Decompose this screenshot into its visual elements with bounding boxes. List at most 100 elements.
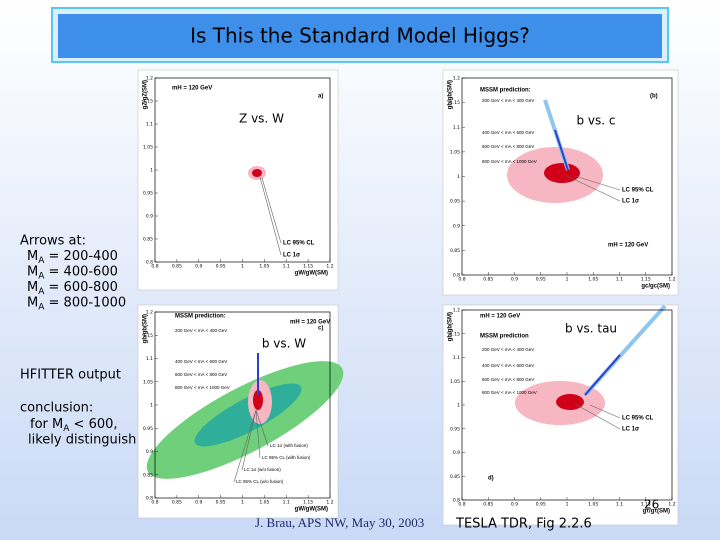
plot-annotation: 400 GeV < mA < 600 GeV bbox=[482, 363, 534, 368]
x-tick-label: 1.15 bbox=[303, 500, 313, 506]
arrows-heading: Arrows at: bbox=[20, 234, 86, 249]
x-tick-label: 0.8 bbox=[151, 500, 158, 506]
plot-annotation: 400 GeV < mA < 600 GeV bbox=[482, 130, 534, 135]
confidence-core bbox=[556, 394, 584, 410]
x-tick-label: 1.2 bbox=[668, 502, 675, 508]
x-tick-label: 1.2 bbox=[668, 277, 675, 283]
panel-label: d) bbox=[488, 476, 494, 482]
y-tick-label: 0.9 bbox=[146, 214, 153, 220]
x-tick-label: 0.9 bbox=[511, 277, 518, 283]
plot-annotation: mH = 120 GeV bbox=[480, 314, 520, 320]
pointer bbox=[259, 176, 282, 256]
y-axis-label: gZ/gZ(SM) bbox=[143, 80, 149, 109]
y-tick-label: 1.15 bbox=[450, 100, 460, 106]
y-tick-label: 1.05 bbox=[143, 145, 153, 151]
callout-label: b vs. tau bbox=[565, 322, 617, 336]
y-tick-label: 0.85 bbox=[143, 237, 153, 243]
pointer bbox=[574, 175, 621, 191]
x-tick-label: 0.8 bbox=[458, 502, 465, 508]
plot: 0.8 0.85 0.9 0.95 1 1.05 1.1 1.15 1.2 1.2 1.15 1.1 1… bbox=[137, 69, 339, 291]
callout-label: b vs. W bbox=[262, 337, 306, 351]
y-tick-label: 1.15 bbox=[143, 333, 153, 339]
arrow-mass-range: MA = 200-400 bbox=[27, 249, 118, 266]
y-tick-label: 0.95 bbox=[450, 426, 460, 432]
plot-annotation: LC 1σ bbox=[622, 427, 639, 433]
x-tick-label: 1.15 bbox=[303, 264, 313, 270]
plot-annotation: MSSM prediction bbox=[480, 334, 529, 340]
x-tick-label: 0.95 bbox=[216, 500, 226, 506]
plot-annotation: LC 95% CL bbox=[283, 241, 315, 247]
x-axis-label: gW/gW(SM) bbox=[295, 507, 328, 513]
y-tick-label: 1.05 bbox=[450, 379, 460, 385]
x-tick-label: 0.85 bbox=[172, 264, 182, 270]
x-tick-label: 1.1 bbox=[283, 264, 290, 270]
arrow-mass-range: MA = 400-600 bbox=[27, 264, 118, 281]
text-main: for M bbox=[30, 417, 63, 432]
x-axis-label: gc/gc(SM) bbox=[641, 284, 670, 290]
x-tick-label: 0.85 bbox=[483, 277, 493, 283]
callout-box bbox=[233, 108, 290, 128]
y-tick-label: 1.2 bbox=[453, 76, 460, 82]
plot-annotation: 800 GeV < mA < 1000 GeV bbox=[482, 159, 537, 164]
x-tick-label: 1.15 bbox=[641, 502, 651, 508]
plot-annotation: LC 1σ (with fusion) bbox=[270, 443, 308, 448]
x-tick-label: 1 bbox=[566, 502, 569, 508]
y-axis-label: gb/gb(SM) bbox=[143, 314, 149, 343]
plot: 0.8 0.85 0.9 0.95 1 1.05 1.1 1.15 1.2 1.2 1.15 1.1 1… bbox=[137, 304, 344, 519]
confidence-core bbox=[544, 163, 580, 183]
plot-annotation: 200 GeV < mA < 400 GeV bbox=[482, 98, 534, 103]
y-tick-label: 1.2 bbox=[146, 310, 153, 316]
plot: 0.8 0.85 0.9 0.95 1 1.05 1.1 1.15 1.2 1.2 1.15 1.1 1… bbox=[442, 304, 679, 526]
x-tick-label: 1.2 bbox=[326, 500, 333, 506]
callout-label: b vs. c bbox=[576, 114, 615, 128]
x-tick-label: 0.8 bbox=[151, 264, 158, 270]
slide-title: Is This the Standard Model Higgs? bbox=[190, 24, 530, 48]
text-rest: < 600, bbox=[69, 417, 117, 432]
x-axis-label: gW/gW(SM) bbox=[295, 271, 328, 277]
x-tick-label: 1.1 bbox=[283, 500, 290, 506]
callout-box bbox=[568, 110, 624, 130]
x-tick-label: 0.9 bbox=[195, 264, 202, 270]
text-subscript: A bbox=[38, 271, 45, 281]
y-tick-label: 1.1 bbox=[146, 356, 153, 362]
y-tick-label: 0.8 bbox=[146, 496, 153, 502]
y-tick-label: 1.1 bbox=[453, 125, 460, 131]
y-tick-label: 1.15 bbox=[143, 99, 153, 105]
plot-annotation: MSSM prediction: bbox=[175, 314, 226, 320]
x-tick-label: 1.2 bbox=[326, 264, 333, 270]
footer-source: TESLA TDR, Fig 2.2.6 bbox=[455, 517, 592, 532]
pointer bbox=[589, 404, 621, 419]
y-tick-label: 1.1 bbox=[146, 122, 153, 128]
text-rest: = 600-800 bbox=[44, 280, 117, 295]
conclusion-end: likely distinguish bbox=[28, 433, 136, 448]
conclusion-line: for MA < 600, bbox=[30, 417, 118, 434]
x-tick-label: 0.85 bbox=[483, 502, 493, 508]
y-tick-label: 1.05 bbox=[450, 149, 460, 155]
x-tick-label: 0.95 bbox=[536, 277, 546, 283]
prediction-band bbox=[554, 129, 569, 171]
plot-annotation: 200 GeV < mA < 400 GeV bbox=[175, 328, 227, 333]
pointer bbox=[574, 403, 621, 430]
y-tick-label: 0.8 bbox=[453, 273, 460, 279]
y-tick-label: 1 bbox=[457, 403, 460, 409]
callout-box bbox=[256, 333, 312, 353]
text-main: M bbox=[27, 295, 38, 310]
x-tick-label: 0.9 bbox=[195, 500, 202, 506]
plot-annotation: 800 GeV < mA < 1000 GeV bbox=[482, 390, 537, 395]
text-main: M bbox=[27, 280, 38, 295]
plot-annotation: LC 95% CL bbox=[622, 416, 654, 422]
x-axis-label: gτ/gτ(SM) bbox=[643, 509, 670, 515]
x-tick-label: 1.05 bbox=[588, 277, 598, 283]
y-tick-label: 1.15 bbox=[450, 331, 460, 337]
conclusion-heading: conclusion: bbox=[20, 401, 93, 416]
plot-annotation: 600 GeV < mA < 800 GeV bbox=[175, 372, 227, 377]
plot-annotation: LC 1σ bbox=[283, 253, 300, 259]
confidence-region bbox=[194, 383, 302, 447]
callout-box bbox=[560, 318, 622, 338]
pointer bbox=[564, 174, 621, 202]
prediction-band bbox=[584, 354, 621, 396]
x-tick-label: 0.8 bbox=[458, 277, 465, 283]
plot-annotation: 600 GeV < mA < 800 GeV bbox=[482, 144, 534, 149]
y-tick-label: 0.9 bbox=[453, 223, 460, 229]
plot-annotation: LC 1σ bbox=[622, 199, 639, 205]
